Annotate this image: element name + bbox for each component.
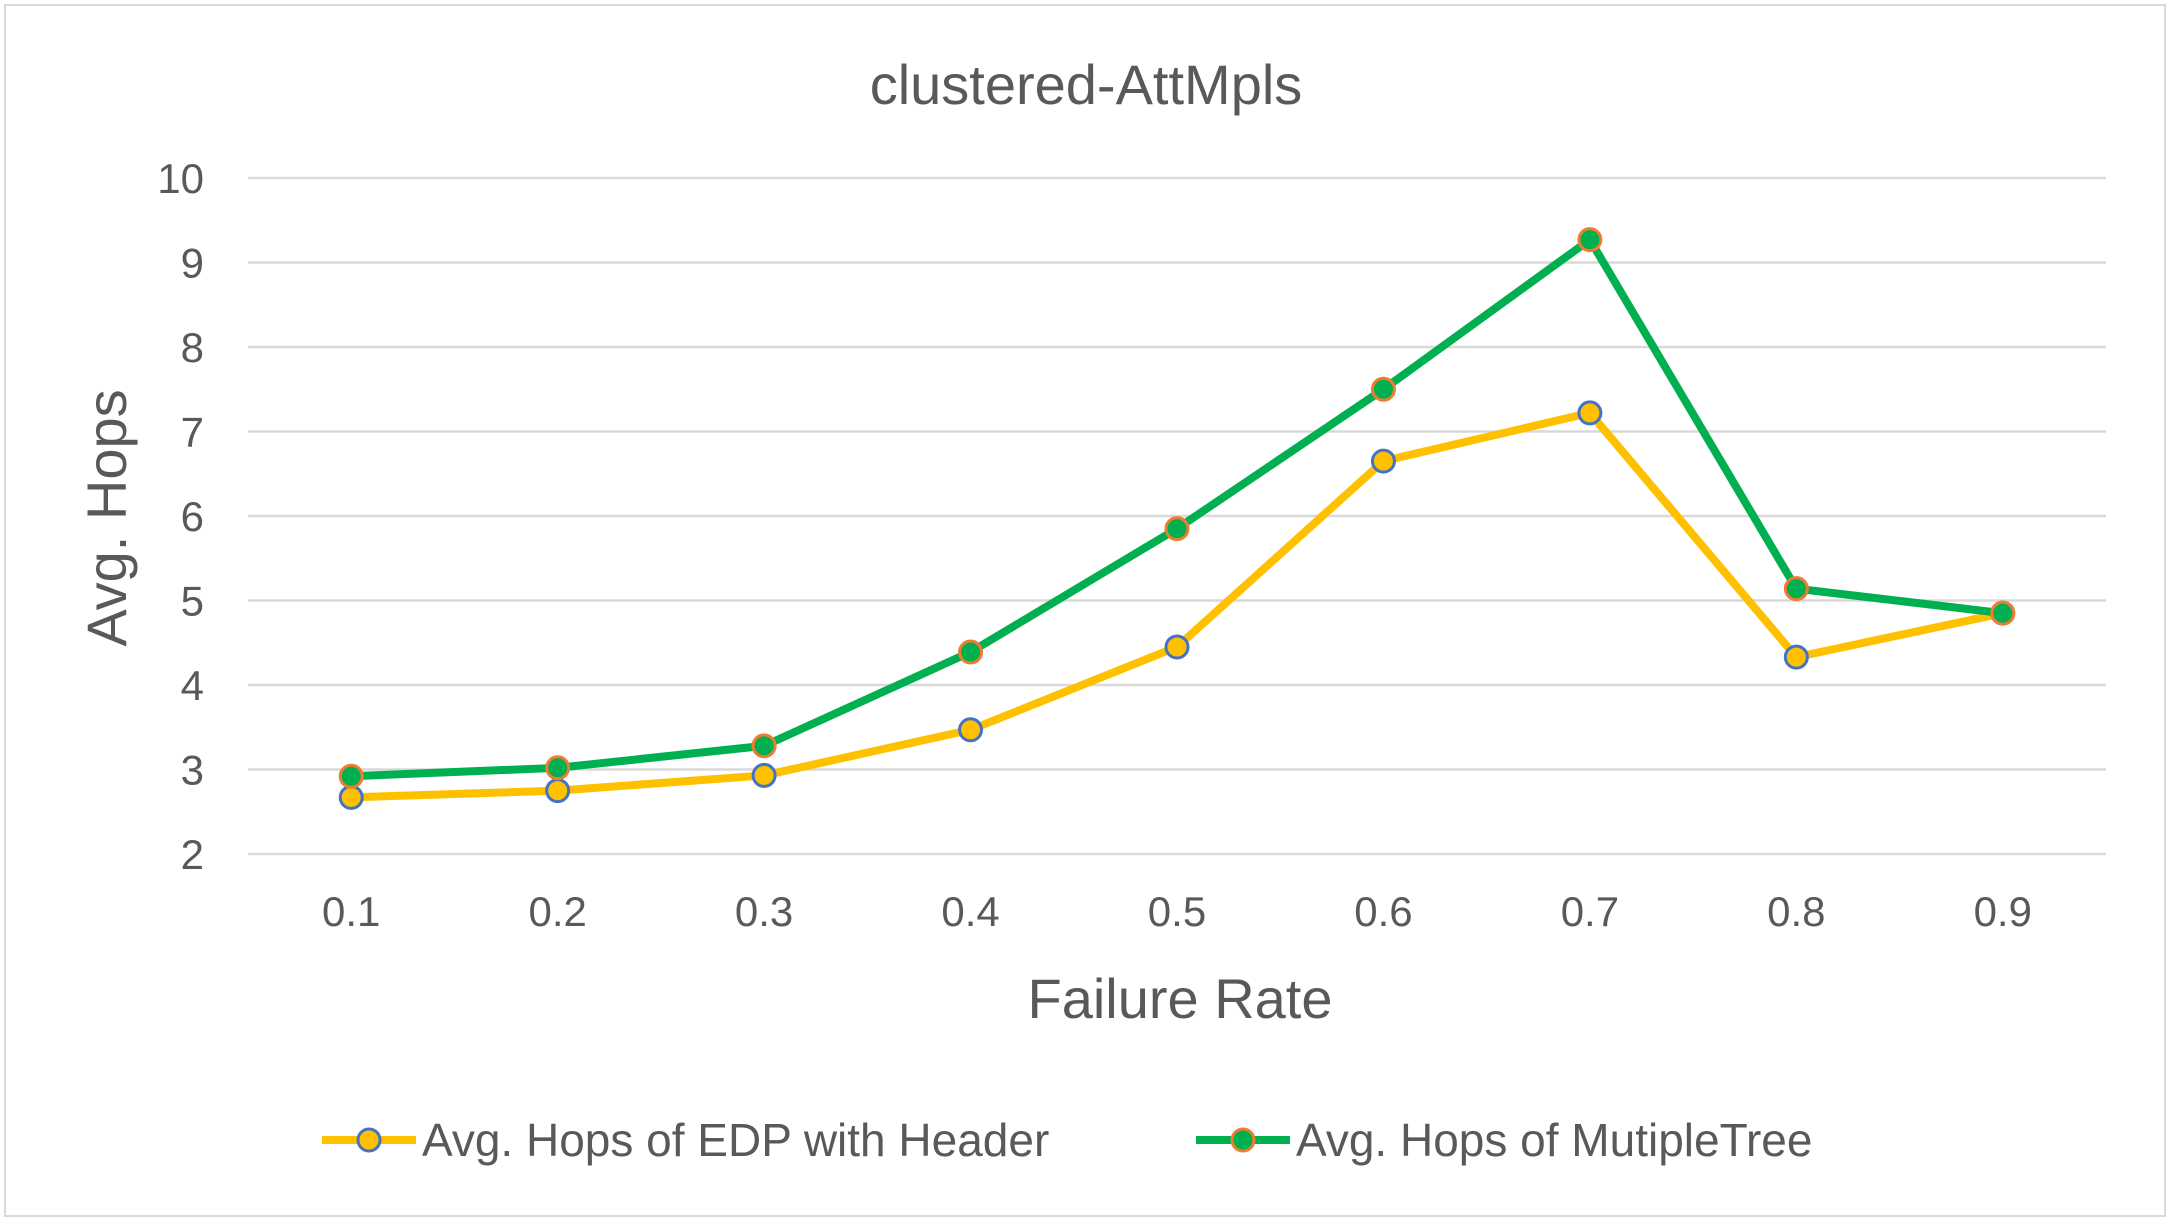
legend-item: Avg. Hops of EDP with Header (322, 1114, 1049, 1166)
y-tick-label: 10 (157, 155, 204, 202)
y-tick-label: 2 (181, 831, 204, 878)
legend-label: Avg. Hops of MutipleTree (1296, 1114, 1812, 1166)
y-tick-label: 8 (181, 324, 204, 371)
data-point (1164, 634, 1190, 660)
chart-container: clustered-AttMpls Avg. Hops Failure Rate… (4, 4, 2166, 1217)
x-tick-label: 0.9 (1974, 888, 2032, 935)
gridlines (248, 176, 2106, 856)
x-tick-label: 0.3 (735, 888, 793, 935)
y-tick-label: 7 (181, 409, 204, 456)
series-line (347, 235, 2007, 781)
legend: Avg. Hops of EDP with Header Avg. Hops of… (322, 1114, 1812, 1166)
data-point (1577, 227, 1603, 253)
x-tick-label: 0.4 (941, 888, 999, 935)
y-axis-tick-labels: 2 3 4 5 6 7 8 9 10 (157, 155, 204, 878)
data-point (545, 778, 571, 804)
data-point (1783, 576, 1809, 602)
series-layer (338, 227, 2016, 810)
data-point (1370, 448, 1396, 474)
y-tick-label: 9 (181, 240, 204, 287)
chart-title: clustered-AttMpls (870, 53, 1303, 116)
data-point (958, 639, 984, 665)
x-axis-tick-labels: 0.1 0.2 0.3 0.4 0.5 0.6 0.7 0.8 0.9 (322, 888, 2032, 935)
y-tick-label: 3 (181, 747, 204, 794)
legend-marker (356, 1127, 382, 1153)
data-point (1164, 516, 1190, 542)
legend-item: Avg. Hops of MutipleTree (1196, 1114, 1812, 1166)
x-tick-label: 0.1 (322, 888, 380, 935)
x-axis-title: Failure Rate (1027, 967, 1332, 1030)
series-line (347, 408, 2007, 802)
y-tick-label: 6 (181, 493, 204, 540)
x-tick-label: 0.5 (1148, 888, 1206, 935)
data-point (958, 717, 984, 743)
y-tick-label: 5 (181, 578, 204, 625)
data-point (1990, 600, 2016, 626)
legend-label: Avg. Hops of EDP with Header (422, 1114, 1049, 1166)
data-point (751, 762, 777, 788)
data-point (338, 784, 364, 810)
data-point (1577, 400, 1603, 426)
x-tick-label: 0.8 (1767, 888, 1825, 935)
data-point (1370, 376, 1396, 402)
data-point (751, 733, 777, 759)
data-point (545, 755, 571, 781)
legend-marker (1230, 1127, 1256, 1153)
y-tick-label: 4 (181, 662, 204, 709)
series-2 (338, 227, 2016, 789)
series-1 (338, 400, 2016, 810)
x-tick-label: 0.2 (528, 888, 586, 935)
x-tick-label: 0.7 (1561, 888, 1619, 935)
data-point (338, 763, 364, 789)
x-tick-label: 0.6 (1354, 888, 1412, 935)
y-axis-title: Avg. Hops (75, 389, 138, 646)
data-point (1783, 644, 1809, 670)
line-chart: clustered-AttMpls Avg. Hops Failure Rate… (75, 53, 2106, 1166)
